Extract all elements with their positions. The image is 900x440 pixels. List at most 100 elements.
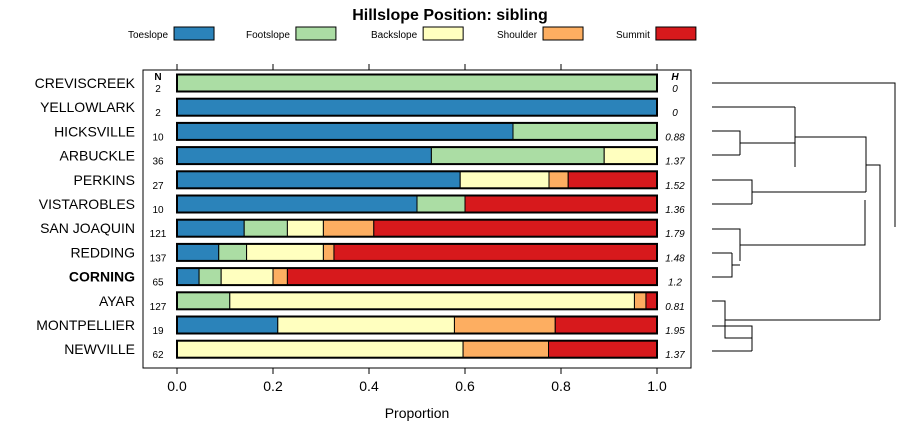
dendrogram-branch xyxy=(740,142,796,167)
row-h-value: 1.37 xyxy=(665,350,685,361)
row-label: REDDING xyxy=(70,244,135,260)
dendrogram-branch xyxy=(795,136,867,192)
row-h-value: 1.2 xyxy=(668,278,682,289)
row-h-value: 1.48 xyxy=(665,253,685,264)
bar-outline xyxy=(176,97,658,117)
row-n-value: 19 xyxy=(152,326,164,337)
plot-frame xyxy=(142,69,692,369)
legend-label: Shoulder xyxy=(497,30,538,41)
bar-outline xyxy=(176,121,658,141)
bar-segment xyxy=(176,340,464,359)
row-n-value: 36 xyxy=(152,157,164,168)
row-h-value: 0 xyxy=(672,108,678,119)
bar-segment xyxy=(176,316,279,334)
bar-segment xyxy=(176,170,461,189)
legend: Toeslope Footslope Backslope Shoulder Summit xyxy=(128,26,697,41)
legend-swatch xyxy=(655,26,697,41)
bar-segment xyxy=(220,267,274,286)
dendrogram-branch xyxy=(712,179,753,204)
bar-outline xyxy=(176,339,658,359)
bar-segment xyxy=(603,146,658,165)
row-label: MONTPELLIER xyxy=(36,317,135,333)
bar-segment xyxy=(459,170,550,189)
bar-outline xyxy=(176,291,658,311)
row-label: SAN JOAQUIN xyxy=(40,220,135,236)
x-tick-label: 0.0 xyxy=(167,378,187,394)
bar-segment xyxy=(176,267,200,286)
bar-segment xyxy=(229,291,635,310)
row-n-value: 2 xyxy=(155,84,161,95)
row-n-value: 137 xyxy=(150,253,167,264)
bar-segment xyxy=(176,122,514,141)
bar-segment xyxy=(462,340,550,359)
bar-segment xyxy=(176,291,231,310)
dendrogram-branch xyxy=(712,228,741,261)
bar-segment xyxy=(286,219,324,238)
bar-segment xyxy=(198,267,222,286)
bar-segment xyxy=(548,340,658,359)
row-h-value: 1.36 xyxy=(665,205,685,216)
legend-label: Summit xyxy=(616,30,650,41)
bar-segment xyxy=(176,74,658,92)
x-tick-label: 0.4 xyxy=(359,378,379,394)
bar-segment xyxy=(453,316,556,334)
h-column-header: H xyxy=(671,72,679,83)
bar-segment xyxy=(548,170,569,189)
bar-segment xyxy=(243,219,288,238)
legend-swatch xyxy=(295,26,337,41)
row-h-value: 1.37 xyxy=(665,157,685,168)
row-n-value: 2 xyxy=(155,108,161,119)
legend-swatch xyxy=(173,26,215,41)
bar-segment xyxy=(373,219,658,238)
x-axis: 0.0 0.2 0.4 0.6 0.8 1.0 xyxy=(167,64,667,394)
bar-segment xyxy=(277,316,455,334)
row-label: PERKINS xyxy=(74,172,135,188)
row-n-value: 10 xyxy=(152,132,164,143)
dendrogram-branch xyxy=(712,253,733,278)
bar-segment xyxy=(322,243,335,262)
bar-outline xyxy=(176,146,658,166)
dendrogram-branch xyxy=(866,164,881,320)
bar-outline xyxy=(176,73,658,93)
dendrogram xyxy=(712,82,896,352)
bar-segment xyxy=(176,219,245,238)
row-label: VISTAROBLES xyxy=(39,196,135,212)
bar-rows: CREVISCREEK 2 0 YELLOWLARK 2 0 HICKSVILLE 10 0.8… xyxy=(35,73,685,361)
row-h-value: 1.95 xyxy=(665,326,685,337)
bar-segment xyxy=(286,267,658,286)
dendrogram-branch xyxy=(712,130,741,155)
bar-outline xyxy=(176,315,658,335)
row-h-value: 0 xyxy=(672,84,678,95)
dendrogram-branch xyxy=(740,200,866,246)
legend-label: Backslope xyxy=(371,30,418,41)
bar-segment xyxy=(176,146,432,165)
bar-outline xyxy=(176,267,658,287)
bar-outline xyxy=(176,170,658,190)
bar-segment xyxy=(322,219,375,238)
x-tick-label: 0.8 xyxy=(551,378,571,394)
bar-segment xyxy=(333,243,658,262)
row-label: CREVISCREEK xyxy=(35,75,136,91)
row-n-value: 10 xyxy=(152,205,164,216)
n-column-header: N xyxy=(154,72,161,83)
bar-segment xyxy=(554,316,658,334)
x-tick-label: 1.0 xyxy=(647,378,667,394)
bar-segment xyxy=(567,170,658,189)
bar-segment xyxy=(416,195,466,213)
bar-outline xyxy=(176,218,658,238)
row-h-value: 1.79 xyxy=(665,229,685,240)
bar-segment xyxy=(176,195,418,213)
bar-segment xyxy=(218,243,248,262)
legend-swatch xyxy=(422,26,464,41)
row-h-value: 1.52 xyxy=(665,181,685,192)
dendrogram-branch xyxy=(712,300,726,320)
row-n-value: 62 xyxy=(152,350,164,361)
bar-segment xyxy=(645,291,658,310)
bar-segment xyxy=(246,243,324,262)
bar-segment xyxy=(464,195,658,213)
bar-segment xyxy=(272,267,288,286)
row-n-value: 27 xyxy=(152,181,164,192)
legend-label: Toeslope xyxy=(128,30,168,41)
x-tick-label: 0.6 xyxy=(455,378,475,394)
